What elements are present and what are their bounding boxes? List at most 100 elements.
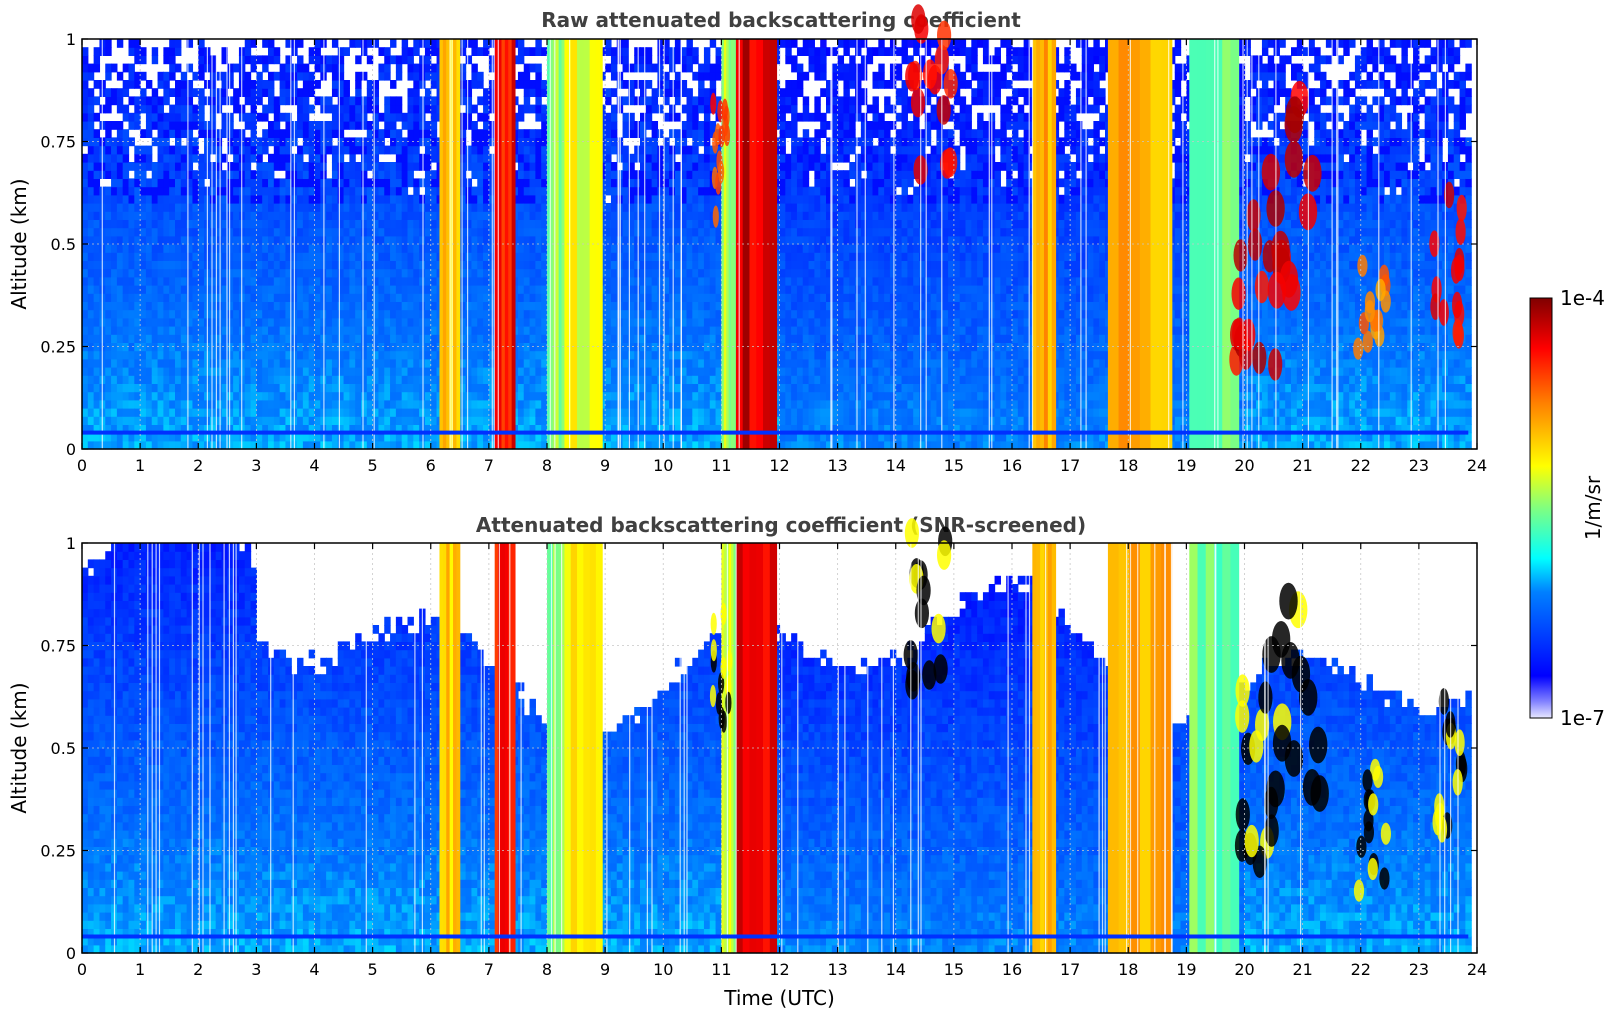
heatmap-cell xyxy=(297,432,304,442)
heatmap-cell xyxy=(262,129,269,138)
heatmap-cell xyxy=(419,252,426,261)
heatmap-cell xyxy=(605,88,612,97)
heatmap-cell xyxy=(535,203,542,212)
heatmap-cell xyxy=(140,252,147,261)
heatmap-cell xyxy=(372,391,380,401)
heatmap-cell xyxy=(384,350,391,360)
heatmap-cell xyxy=(93,63,101,73)
heatmap-cell xyxy=(314,260,321,270)
heatmap-cell xyxy=(308,186,316,196)
heatmap-cell xyxy=(157,317,164,327)
heatmap-cell xyxy=(244,276,252,286)
heatmap-cell xyxy=(331,153,339,163)
heatmap-cell xyxy=(663,39,670,48)
heatmap-cell xyxy=(483,416,490,425)
heatmap-cell xyxy=(419,55,426,65)
heatmap-cell xyxy=(105,104,112,114)
heatmap-cell xyxy=(634,399,641,409)
heatmap-cell xyxy=(308,145,316,155)
heatmap-cell xyxy=(250,186,257,196)
heatmap-cell xyxy=(314,129,321,138)
heatmap-cell xyxy=(105,145,112,155)
heatmap-cell xyxy=(285,350,292,360)
heatmap-cell xyxy=(349,112,356,122)
heatmap-cell xyxy=(535,162,542,171)
heatmap-cell xyxy=(709,350,717,360)
heatmap-cell xyxy=(622,244,629,253)
heatmap-cell xyxy=(349,383,356,393)
heatmap-cell xyxy=(302,71,310,81)
heatmap-cell xyxy=(605,39,612,48)
heatmap-cell xyxy=(541,293,548,302)
heatmap-cell xyxy=(483,219,490,229)
heatmap-cell xyxy=(686,39,693,48)
heatmap-cell xyxy=(390,96,397,106)
heatmap-cell xyxy=(674,96,682,106)
heatmap-cell xyxy=(302,162,310,171)
heatmap-cell xyxy=(517,260,525,270)
heatmap-cell xyxy=(663,80,670,89)
heatmap-cell xyxy=(134,268,141,278)
heatmap-cell xyxy=(390,358,397,368)
heatmap-cell xyxy=(297,301,304,311)
heatmap-cell xyxy=(680,293,688,302)
heatmap-cell xyxy=(337,88,345,97)
heatmap-cell xyxy=(244,416,252,425)
heatmap-cell xyxy=(180,383,188,393)
heatmap-cell xyxy=(134,293,141,302)
heatmap-cell xyxy=(698,219,705,229)
heatmap-cell xyxy=(250,211,257,220)
heatmap-cell xyxy=(256,244,263,253)
heatmap-cell xyxy=(680,55,688,65)
heatmap-cell xyxy=(250,285,257,294)
heatmap-cell xyxy=(140,244,147,253)
heatmap-cell xyxy=(674,399,682,409)
heatmap-cell xyxy=(140,432,147,442)
heatmap-cell xyxy=(198,203,205,212)
heatmap-cell xyxy=(116,88,124,97)
heatmap-cell xyxy=(523,301,531,311)
heatmap-cell xyxy=(209,104,217,114)
heatmap-cell xyxy=(331,391,339,401)
heatmap-cell xyxy=(93,399,101,409)
heatmap-cell xyxy=(628,129,635,138)
heatmap-cell xyxy=(285,252,292,261)
heatmap-cell xyxy=(268,317,275,327)
heatmap-cell xyxy=(413,137,420,147)
heatmap-cell xyxy=(105,399,112,409)
heatmap-cell xyxy=(640,367,647,376)
heatmap-cell xyxy=(523,424,531,434)
heatmap-cell xyxy=(198,260,205,270)
heatmap-cell xyxy=(622,260,629,270)
heatmap-cell xyxy=(430,145,438,155)
heatmap-cell xyxy=(134,162,141,171)
heatmap-cell xyxy=(424,440,432,450)
heatmap-cell xyxy=(715,367,722,376)
heatmap-cell xyxy=(297,244,304,253)
heatmap-cell xyxy=(122,153,130,163)
heatmap-cell xyxy=(82,416,89,425)
heatmap-cell xyxy=(680,211,688,220)
heatmap-cell xyxy=(361,235,368,245)
heatmap-cell xyxy=(93,375,101,384)
heatmap-cell xyxy=(128,178,135,188)
heatmap-cell xyxy=(209,211,217,220)
heatmap-cell xyxy=(268,137,275,147)
heatmap-cell xyxy=(105,432,112,442)
heatmap-cell xyxy=(134,285,141,294)
heatmap-cell xyxy=(622,194,629,204)
heatmap-cell xyxy=(128,63,135,73)
heatmap-cell xyxy=(169,121,176,130)
heatmap-cell xyxy=(302,326,310,335)
heatmap-cell xyxy=(698,129,705,138)
heatmap-cell xyxy=(221,293,228,302)
heatmap-cell xyxy=(535,227,542,237)
heatmap-cell xyxy=(390,104,397,114)
heatmap-cell xyxy=(361,440,368,450)
heatmap-cell xyxy=(430,293,438,302)
heatmap-cell xyxy=(169,178,176,188)
heatmap-cell xyxy=(87,145,95,155)
heatmap-cell xyxy=(361,71,368,81)
heatmap-cell xyxy=(314,358,321,368)
heatmap-cell xyxy=(314,178,321,188)
